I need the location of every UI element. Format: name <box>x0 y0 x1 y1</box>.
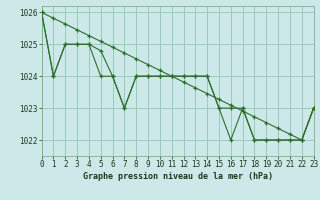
X-axis label: Graphe pression niveau de la mer (hPa): Graphe pression niveau de la mer (hPa) <box>83 172 273 181</box>
